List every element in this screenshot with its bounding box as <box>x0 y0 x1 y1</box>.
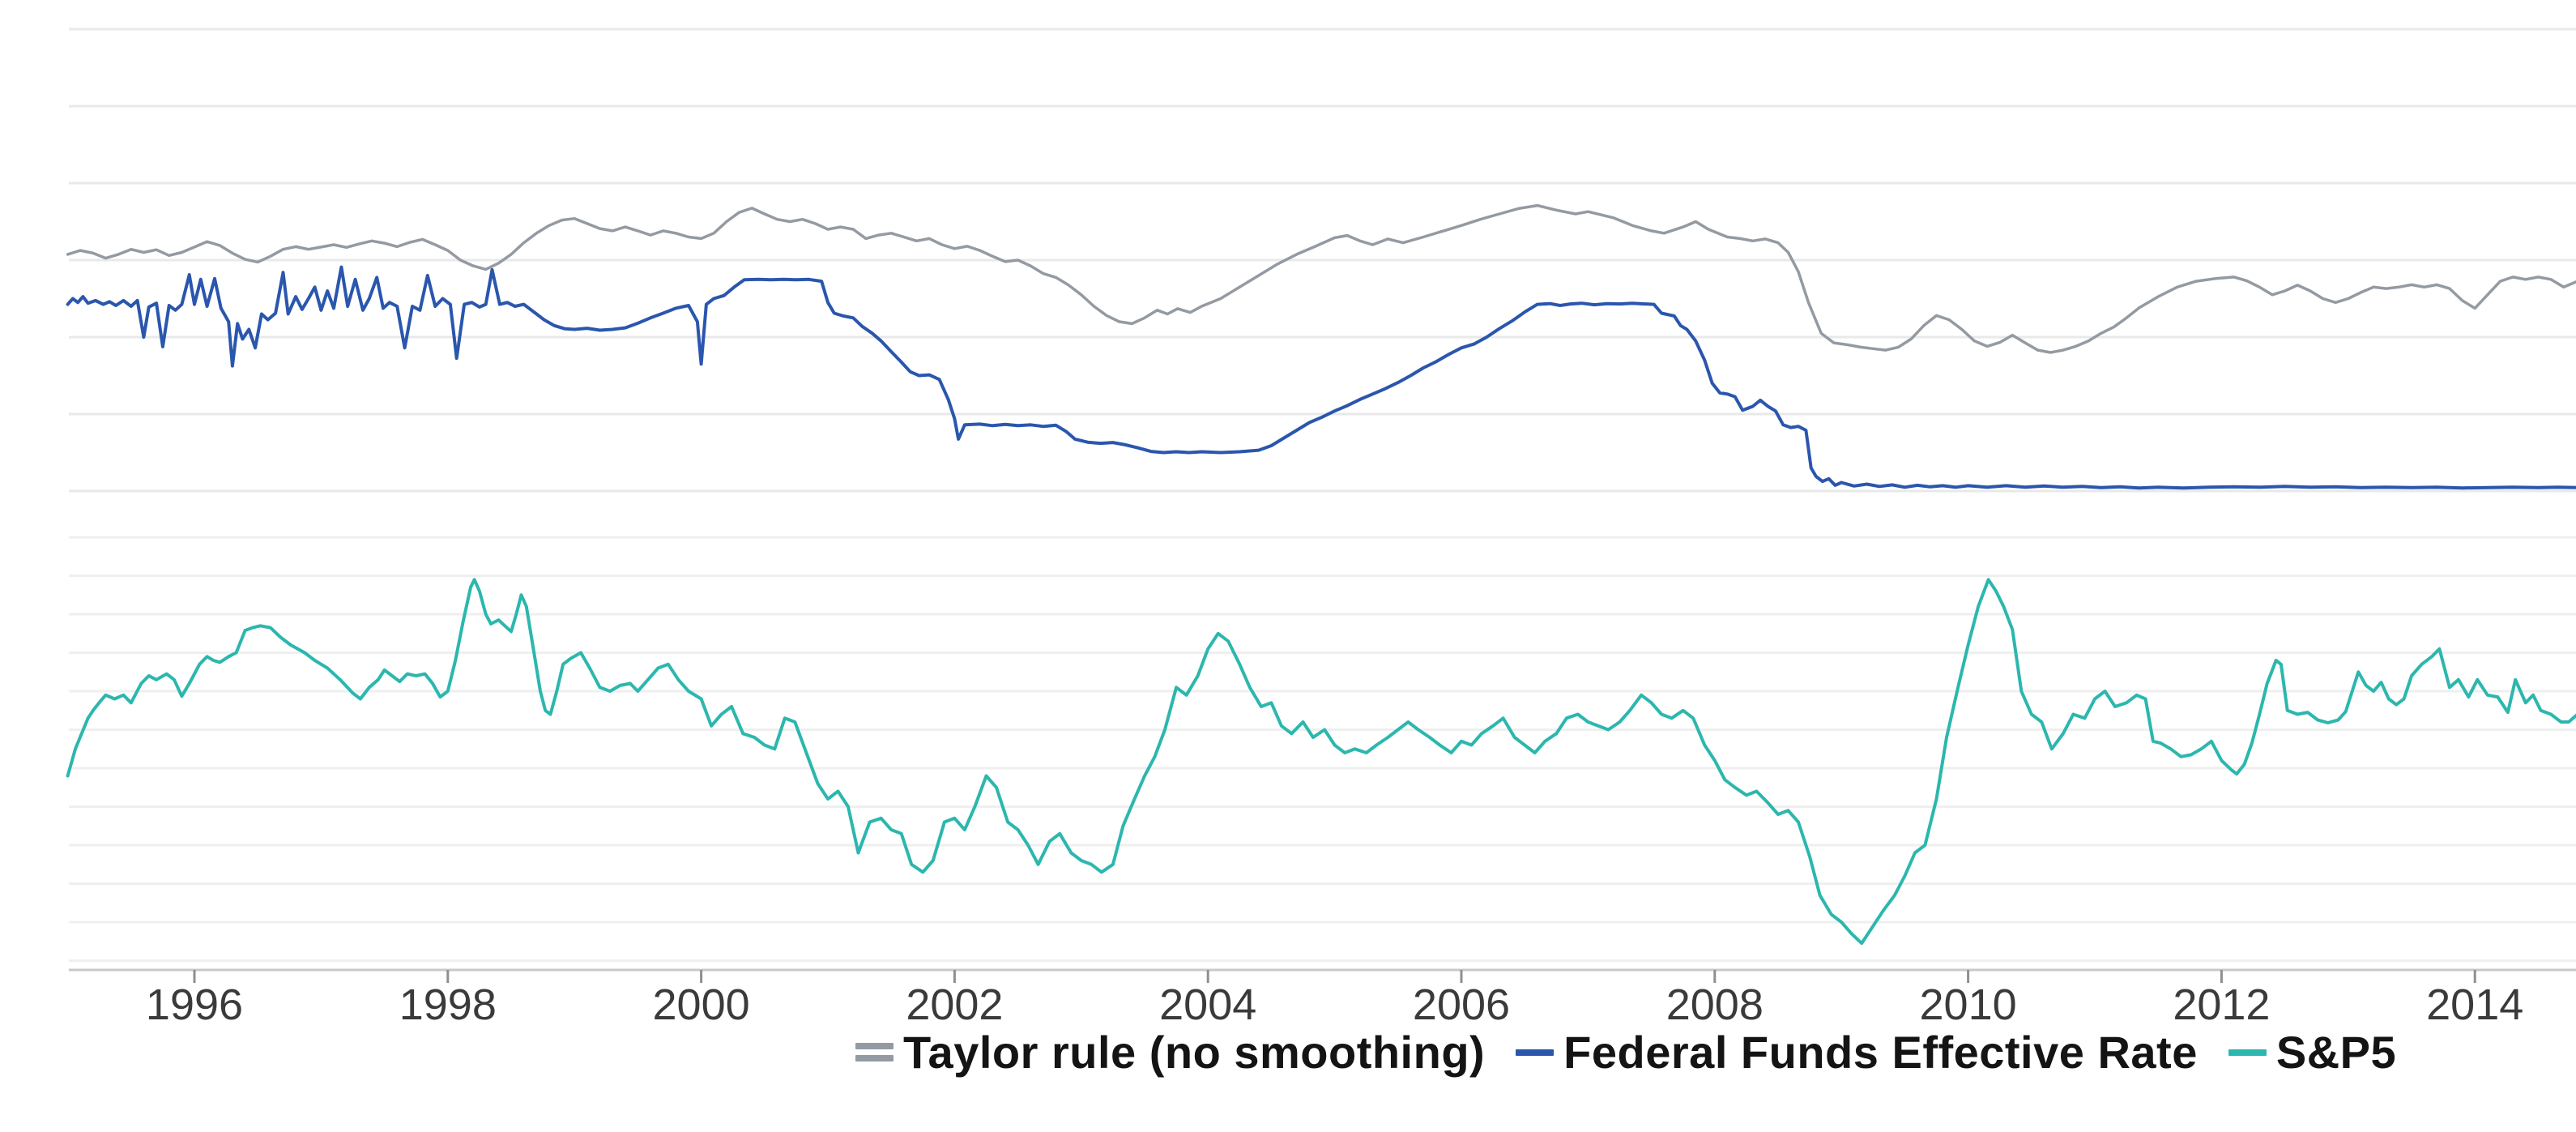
x-tick-label: 2008 <box>1666 980 1764 1029</box>
x-tick-label: 2010 <box>1920 980 2017 1029</box>
legend-label-federal-funds-rate: Federal Funds Effective Rate <box>1563 1027 2198 1078</box>
x-tick-label: 2014 <box>2426 980 2523 1029</box>
legend-item-federal-funds-rate: Federal Funds Effective Rate <box>1516 1026 2198 1079</box>
legend: Taylor rule (no smoothing) Federal Funds… <box>855 1026 2396 1079</box>
x-tick-label: 2012 <box>2173 980 2270 1029</box>
legend-label-sp500: S&P5 <box>2275 1027 2397 1078</box>
series-line-bottom <box>66 578 2576 946</box>
x-tick-labels: 1996 1998 2000 2002 2004 2006 2008 2010 2012 2014 <box>146 980 2523 1029</box>
series-line-top <box>66 203 2576 354</box>
series-lines <box>66 203 2576 946</box>
gridlines-top <box>69 28 2576 493</box>
x-tick-label: 2004 <box>1159 980 1256 1029</box>
legend-item-taylor-rule: Taylor rule (no smoothing) <box>855 1026 1485 1079</box>
x-ticks <box>193 970 2476 983</box>
x-tick-label: 2002 <box>906 980 1003 1029</box>
taylor-rule-line-marker-icon <box>855 1043 893 1062</box>
x-tick-label: 1996 <box>146 980 243 1029</box>
x-tick-label: 2006 <box>1413 980 1510 1029</box>
federal-funds-line-marker-icon <box>1516 1049 1555 1056</box>
legend-item-sp500: S&P5 <box>2228 1026 2396 1079</box>
sp500-line-marker-icon <box>2228 1049 2267 1056</box>
x-tick-label: 1998 <box>399 980 497 1029</box>
legend-label-taylor-rule: Taylor rule (no smoothing) <box>903 1027 1486 1078</box>
x-tick-label: 2000 <box>653 980 750 1029</box>
series-line-top <box>66 265 2576 490</box>
